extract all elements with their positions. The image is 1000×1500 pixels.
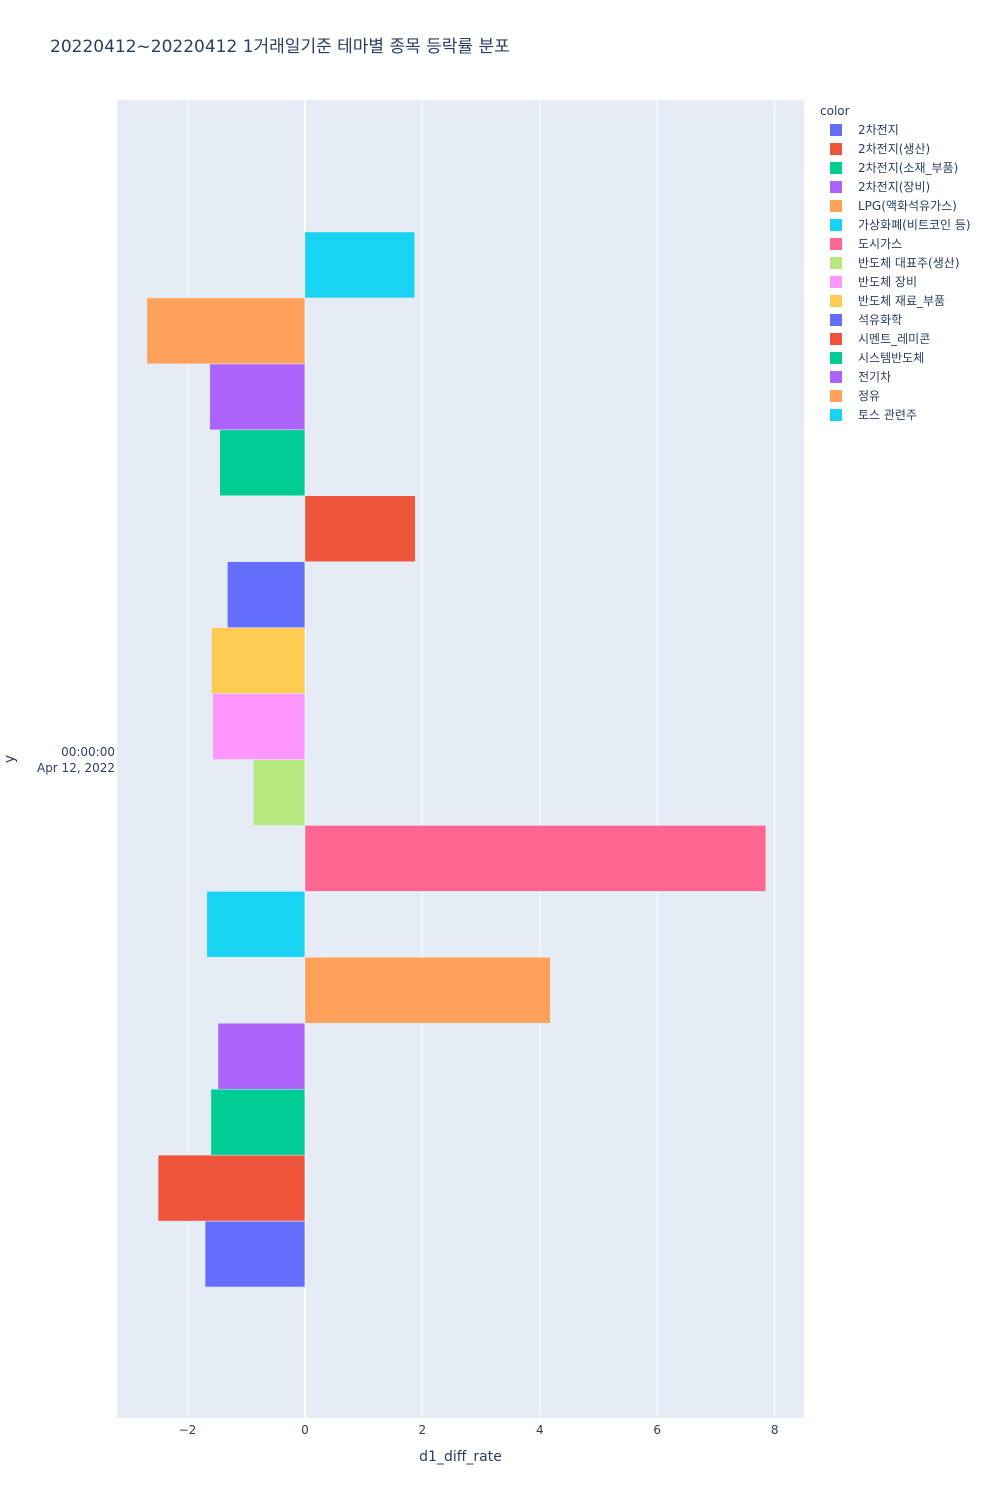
legend-label: 반도체 대표주(생산) bbox=[858, 256, 960, 270]
bar[interactable] bbox=[219, 429, 306, 496]
legend-swatch bbox=[830, 161, 842, 174]
legend-swatch bbox=[830, 389, 842, 402]
legend-swatch bbox=[830, 256, 842, 269]
legend-swatch bbox=[830, 370, 842, 383]
legend-label: 석유화학 bbox=[858, 313, 903, 327]
x-tick-label: 8 bbox=[771, 1423, 779, 1437]
legend-label: 토스 관련주 bbox=[858, 408, 918, 422]
bar[interactable] bbox=[211, 627, 306, 694]
bar[interactable] bbox=[209, 363, 306, 431]
legend-item[interactable]: 전기차 bbox=[830, 367, 971, 386]
bar[interactable] bbox=[227, 561, 306, 628]
legend-item[interactable]: 시스템반도체 bbox=[830, 348, 971, 367]
legend-item[interactable]: 2차전지(장비) bbox=[830, 177, 971, 196]
y-axis-title: y bbox=[2, 755, 18, 763]
legend-label: LPG(액화석유가스) bbox=[858, 199, 957, 213]
legend-label: 반도체 재료_부품 bbox=[858, 294, 946, 308]
legend-swatch bbox=[830, 275, 842, 288]
legend-swatch bbox=[830, 237, 842, 250]
legend-item[interactable]: 토스 관련주 bbox=[830, 405, 971, 424]
legend-swatch bbox=[830, 180, 842, 193]
legend-label: 2차전지(장비) bbox=[858, 180, 931, 194]
legend-item[interactable]: 석유화학 bbox=[830, 310, 971, 329]
legend-swatch bbox=[830, 313, 842, 326]
legend-item[interactable]: 2차전지(생산) bbox=[830, 139, 971, 158]
bar[interactable] bbox=[212, 693, 306, 760]
x-tick-label: −2 bbox=[179, 1423, 197, 1437]
legend-label: 2차전지(생산) bbox=[858, 142, 931, 156]
legend-item[interactable]: 정유 bbox=[830, 386, 971, 405]
legend-item[interactable]: 2차전지 bbox=[830, 120, 971, 139]
bar[interactable] bbox=[204, 1220, 306, 1288]
bar[interactable] bbox=[206, 891, 306, 958]
legend-title: color bbox=[820, 104, 850, 118]
legend-swatch bbox=[830, 294, 842, 307]
legend[interactable]: 2차전지 2차전지(생산) 2차전지(소재_부품) 2차전지(장비) LPG(액화석유가… bbox=[830, 120, 971, 424]
bar[interactable] bbox=[304, 957, 551, 1024]
legend-label: 시스템반도체 bbox=[858, 351, 925, 365]
bars bbox=[146, 231, 767, 1288]
bar[interactable] bbox=[217, 1023, 306, 1090]
legend-item[interactable]: 시멘트_레미콘 bbox=[830, 329, 971, 348]
bar[interactable] bbox=[252, 759, 306, 826]
legend-item[interactable]: 반도체 장비 bbox=[830, 272, 971, 291]
x-tick-label: 4 bbox=[536, 1423, 544, 1437]
legend-label: 가상화폐(비트코인 등) bbox=[858, 218, 971, 232]
legend-swatch bbox=[830, 199, 842, 212]
x-tick-label: 0 bbox=[301, 1423, 309, 1437]
legend-item[interactable]: 가상화폐(비트코인 등) bbox=[830, 215, 971, 234]
legend-swatch bbox=[830, 123, 842, 136]
legend-label: 2차전지 bbox=[858, 123, 899, 137]
legend-label: 반도체 장비 bbox=[858, 275, 918, 289]
bar[interactable] bbox=[210, 1088, 306, 1156]
legend-item[interactable]: LPG(액화석유가스) bbox=[830, 196, 971, 215]
x-tick-labels: −2 0 2 4 6 8 bbox=[179, 1423, 779, 1437]
legend-item[interactable]: 2차전지(소재_부품) bbox=[830, 158, 971, 177]
legend-label: 도시가스 bbox=[858, 237, 903, 251]
bar[interactable] bbox=[304, 231, 415, 299]
legend-swatch bbox=[830, 218, 842, 231]
bar[interactable] bbox=[304, 495, 416, 562]
legend-swatch bbox=[830, 408, 842, 421]
y-tick-label-time: 00:00:00 bbox=[61, 745, 115, 759]
bar[interactable] bbox=[146, 297, 306, 365]
legend-label: 전기차 bbox=[858, 370, 892, 384]
legend-item[interactable]: 도시가스 bbox=[830, 234, 971, 253]
x-tick-label: 6 bbox=[653, 1423, 661, 1437]
legend-item[interactable]: 반도체 대표주(생산) bbox=[830, 253, 971, 272]
chart-title: 20220412~20220412 1거래일기준 테마별 종목 등락률 분포 bbox=[50, 37, 510, 57]
legend-label: 시멘트_레미콘 bbox=[858, 332, 931, 346]
legend-swatch bbox=[830, 351, 842, 364]
bar[interactable] bbox=[157, 1154, 306, 1222]
legend-label: 정유 bbox=[858, 389, 881, 403]
bar[interactable] bbox=[304, 825, 767, 892]
legend-swatch bbox=[830, 142, 842, 155]
legend-swatch bbox=[830, 332, 842, 345]
x-tick-label: 2 bbox=[419, 1423, 427, 1437]
x-axis-title: d1_diff_rate bbox=[419, 1449, 502, 1465]
legend-label: 2차전지(소재_부품) bbox=[858, 161, 959, 175]
y-tick-label-date: Apr 12, 2022 bbox=[37, 761, 115, 775]
legend-item[interactable]: 반도체 재료_부품 bbox=[830, 291, 971, 310]
